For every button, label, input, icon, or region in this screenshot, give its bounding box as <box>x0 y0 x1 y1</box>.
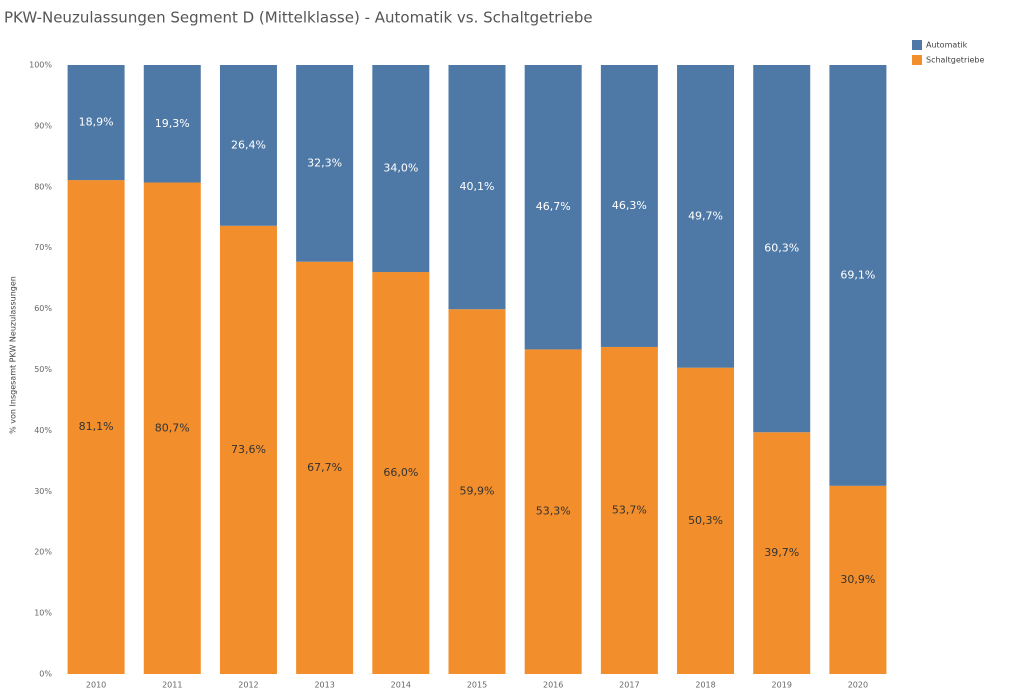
bar-segment <box>753 65 811 433</box>
data-label: 49,7% <box>688 209 723 222</box>
bar-segment <box>829 485 887 674</box>
bar-segment <box>67 65 125 181</box>
bar-segment <box>143 65 201 183</box>
x-tick-label: 2016 <box>543 681 563 690</box>
x-tick-label: 2012 <box>238 681 258 690</box>
y-tick-label: 100% <box>29 61 52 70</box>
data-label: 18,9% <box>79 116 114 129</box>
bar-segment <box>372 65 430 273</box>
data-label: 46,7% <box>536 200 571 213</box>
bar-segment <box>524 349 582 674</box>
data-label: 53,7% <box>612 503 647 516</box>
x-tick-label: 2014 <box>391 681 411 690</box>
bar-segment <box>600 65 658 347</box>
bar-segment <box>600 346 658 674</box>
y-tick-label: 10% <box>34 609 52 618</box>
bar-segment <box>67 180 125 674</box>
data-label: 19,3% <box>155 117 190 130</box>
chart-title: PKW-Neuzulassungen Segment D (Mittelklas… <box>4 9 593 27</box>
data-label: 32,3% <box>307 156 342 169</box>
data-label: 60,3% <box>764 242 799 255</box>
bar-segment <box>219 225 277 674</box>
x-tick-label: 2019 <box>772 681 792 690</box>
bar-segment <box>677 65 735 368</box>
y-axis-title: % von Insgesamt PKW Neuzulassungen <box>9 276 18 434</box>
data-label: 81,1% <box>79 420 114 433</box>
data-label: 46,3% <box>612 199 647 212</box>
bar-segment <box>296 261 354 674</box>
bar-segment <box>524 65 582 350</box>
bar-segment <box>296 65 354 262</box>
bar-segment <box>219 65 277 226</box>
bar-segment <box>372 272 430 674</box>
bar-segment <box>448 309 506 674</box>
y-tick-label: 50% <box>34 365 52 374</box>
legend-label: Automatik <box>926 41 968 50</box>
legend-label: Schaltgetriebe <box>926 56 984 65</box>
y-tick-label: 0% <box>39 670 52 679</box>
x-tick-label: 2010 <box>86 681 106 690</box>
y-tick-label: 30% <box>34 487 52 496</box>
x-tick-label: 2020 <box>848 681 868 690</box>
bar-segment <box>143 182 201 675</box>
bar-segment <box>753 432 811 674</box>
x-tick-label: 2018 <box>695 681 715 690</box>
data-label: 34,0% <box>383 162 418 175</box>
y-tick-label: 80% <box>34 182 52 191</box>
data-label: 39,7% <box>764 546 799 559</box>
data-label: 59,9% <box>460 485 495 498</box>
x-tick-label: 2013 <box>314 681 334 690</box>
data-label: 50,3% <box>688 514 723 527</box>
data-label: 69,1% <box>840 268 875 281</box>
data-label: 66,0% <box>383 466 418 479</box>
y-tick-label: 90% <box>34 121 52 130</box>
y-tick-label: 60% <box>34 304 52 313</box>
legend-swatch <box>912 55 922 65</box>
data-label: 26,4% <box>231 138 266 151</box>
y-tick-label: 40% <box>34 426 52 435</box>
data-label: 40,1% <box>460 180 495 193</box>
y-tick-label: 20% <box>34 548 52 557</box>
data-label: 73,6% <box>231 443 266 456</box>
bar-segment <box>677 367 735 674</box>
data-label: 80,7% <box>155 421 190 434</box>
x-tick-label: 2017 <box>619 681 639 690</box>
bar-segment <box>829 65 887 486</box>
x-tick-label: 2015 <box>467 681 487 690</box>
x-tick-label: 2011 <box>162 681 182 690</box>
legend-swatch <box>912 40 922 50</box>
y-tick-label: 70% <box>34 243 52 252</box>
data-label: 67,7% <box>307 461 342 474</box>
bar-segment <box>448 65 506 310</box>
data-label: 53,3% <box>536 505 571 518</box>
data-label: 30,9% <box>840 573 875 586</box>
